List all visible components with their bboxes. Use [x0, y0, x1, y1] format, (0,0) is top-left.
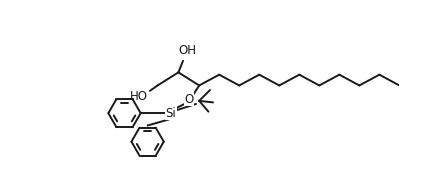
Text: Si: Si: [166, 107, 176, 120]
Text: OH: OH: [178, 44, 197, 57]
Text: O: O: [185, 93, 194, 106]
Text: HO: HO: [130, 90, 148, 103]
